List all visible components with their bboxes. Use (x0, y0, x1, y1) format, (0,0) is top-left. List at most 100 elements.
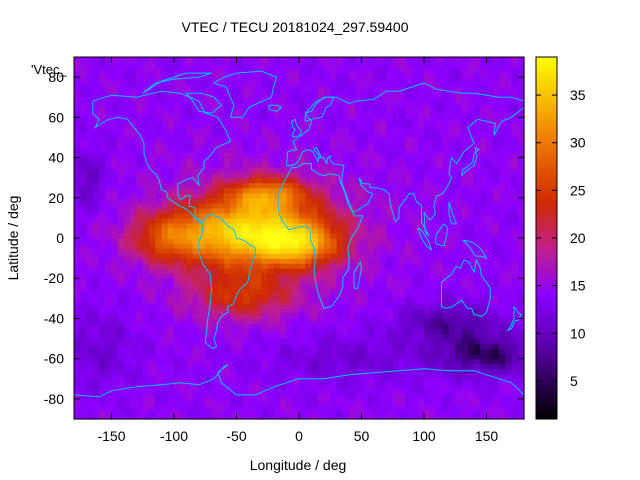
heatmap-cell (430, 403, 438, 410)
heatmap-cell (305, 323, 313, 330)
heatmap-cell (74, 313, 81, 320)
heatmap-cell (161, 413, 169, 420)
heatmap-cell (92, 293, 100, 299)
heatmap-cell (342, 132, 350, 139)
heatmap-cell (411, 383, 419, 390)
heatmap-cell (274, 187, 281, 194)
heatmap-cell (274, 122, 281, 128)
heatmap-cell (86, 273, 94, 279)
heatmap-cell (192, 192, 200, 199)
heatmap-cell (480, 403, 488, 410)
heatmap-cell (255, 147, 263, 154)
heatmap-cell (355, 413, 363, 420)
heatmap-cell (380, 197, 388, 204)
heatmap-cell (336, 403, 344, 410)
heatmap-cell (80, 187, 88, 194)
heatmap-cell (305, 187, 313, 194)
heatmap-cell (442, 202, 450, 209)
heatmap-cell (461, 152, 469, 159)
heatmap-cell (230, 192, 238, 199)
heatmap-cell (436, 383, 444, 390)
heatmap-cell (399, 338, 406, 345)
heatmap-cell (417, 378, 425, 385)
heatmap-cell (117, 293, 125, 299)
heatmap-cell (480, 72, 488, 78)
heatmap-cell (392, 308, 400, 315)
heatmap-cell (292, 182, 300, 189)
heatmap-cell (367, 177, 375, 184)
heatmap-cell (180, 192, 188, 199)
heatmap-cell (105, 243, 113, 249)
heatmap-cell (305, 112, 313, 118)
heatmap-cell (342, 187, 350, 194)
heatmap-cell (486, 62, 494, 68)
heatmap-cell (186, 67, 194, 73)
heatmap-cell (411, 328, 419, 335)
heatmap-cell (205, 207, 213, 214)
heatmap-cell (261, 92, 269, 98)
heatmap-cell (192, 268, 200, 274)
heatmap-cell (361, 263, 369, 269)
heatmap-cell (92, 323, 100, 330)
heatmap-cell (455, 253, 463, 259)
heatmap-cell (411, 137, 419, 144)
heatmap-cell (74, 137, 81, 144)
heatmap-cell (249, 187, 256, 194)
heatmap-cell (361, 162, 369, 169)
heatmap-cell (117, 313, 125, 320)
heatmap-cell (499, 212, 506, 219)
heatmap-cell (74, 363, 81, 370)
heatmap-cell (486, 97, 494, 103)
heatmap-cell (355, 67, 363, 73)
heatmap-cell (161, 202, 169, 209)
heatmap-cell (424, 298, 431, 304)
heatmap-cell (330, 137, 338, 144)
heatmap-cell (86, 227, 94, 234)
heatmap-cell (224, 142, 231, 149)
heatmap-cell (486, 263, 494, 269)
heatmap-cell (424, 97, 431, 103)
heatmap-cell (449, 273, 456, 279)
heatmap-cell (161, 313, 169, 320)
heatmap-cell (374, 182, 381, 189)
heatmap-cell (430, 293, 438, 299)
heatmap-cell (336, 182, 344, 189)
heatmap-cell (224, 92, 231, 98)
heatmap-cell (242, 127, 250, 134)
heatmap-cell (130, 117, 138, 123)
heatmap-cell (155, 338, 163, 345)
heatmap-cell (461, 57, 469, 63)
heatmap-cell (230, 253, 238, 259)
heatmap-cell (311, 212, 319, 219)
heatmap-cell (486, 283, 494, 289)
heatmap-cell (205, 368, 213, 375)
heatmap-cell (230, 378, 238, 385)
heatmap-cell (305, 172, 313, 179)
heatmap-cell (274, 87, 281, 93)
heatmap-cell (399, 107, 406, 113)
heatmap-cell (499, 273, 506, 279)
heatmap-cell (255, 212, 263, 219)
heatmap-cell (455, 288, 463, 294)
heatmap-cell (180, 248, 188, 254)
heatmap-cell (361, 72, 369, 78)
heatmap-cell (405, 378, 413, 385)
heatmap-cell (299, 62, 306, 68)
heatmap-cell (324, 368, 331, 375)
heatmap-cell (336, 253, 344, 259)
heatmap-cell (480, 353, 488, 360)
heatmap-cell (386, 383, 394, 390)
heatmap-cell (380, 87, 388, 93)
heatmap-cell (180, 77, 188, 83)
heatmap-cell (274, 378, 281, 385)
heatmap-cell (330, 142, 338, 149)
heatmap-cell (117, 273, 125, 279)
heatmap-cell (399, 393, 406, 400)
heatmap-cell (342, 238, 350, 244)
heatmap-cell (211, 313, 219, 320)
heatmap-cell (117, 358, 125, 365)
heatmap-cell (242, 67, 250, 73)
heatmap-cell (155, 132, 163, 139)
heatmap-cell (242, 112, 250, 118)
heatmap-cell (74, 308, 81, 315)
